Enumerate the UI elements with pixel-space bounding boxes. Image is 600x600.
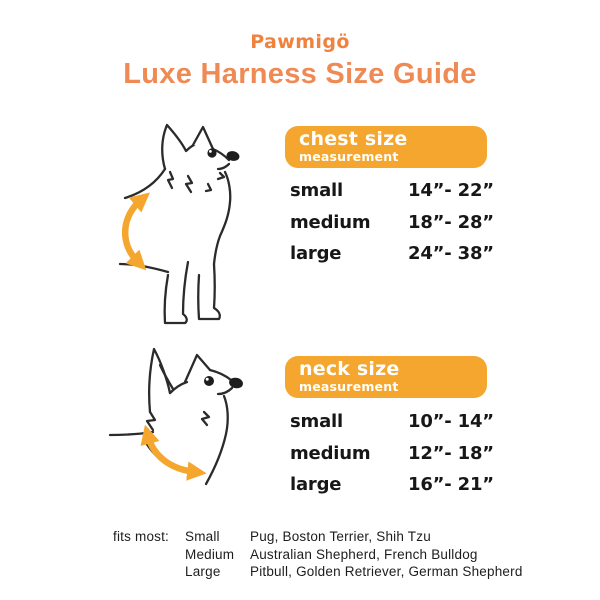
dog-neck-right-line: [204, 394, 229, 486]
dog-near-front-leg: [197, 262, 221, 321]
dog-far-front-leg: [163, 260, 190, 325]
dog-right-ear: [191, 125, 215, 151]
dog-chin-fluff: [204, 182, 213, 193]
dog-neck-fluff: [166, 170, 175, 190]
table-row: medium 18”- 28”: [290, 207, 495, 239]
dog-back-line: [123, 167, 167, 200]
chest-size-table: small 14”- 22” medium 18”- 28” large 24”…: [290, 175, 495, 270]
fits-most-rows: Small Pug, Boston Terrier, Shih Tzu Medi…: [185, 528, 523, 581]
size-label: large: [290, 474, 342, 496]
size-range: 16”- 21”: [408, 474, 494, 496]
dog-chest-line: [212, 170, 232, 266]
size-range: 14”- 22”: [408, 180, 494, 202]
dog-cheek-fluff: [145, 410, 157, 432]
page-title: Luxe Harness Size Guide: [123, 58, 477, 90]
neck-size-badge-subtitle: measurement: [299, 379, 399, 394]
dog-belly-line: [118, 262, 170, 274]
dog-forehead: [208, 368, 233, 382]
dog-nose: [226, 151, 240, 161]
neck-size-badge-title: neck size: [299, 358, 400, 380]
list-item: Small Pug, Boston Terrier, Shih Tzu: [185, 528, 523, 546]
table-row: medium 12”- 18”: [290, 438, 495, 470]
dog-nose: [229, 377, 243, 389]
dog-mouth: [216, 386, 234, 396]
size-label: small: [290, 180, 343, 202]
dog-right-ear: [183, 353, 212, 384]
pawmigo-logo: Pawmigö: [250, 31, 350, 53]
dog-left-ear: [161, 123, 201, 171]
dog-ear-inner-line: [158, 363, 175, 391]
fits-breeds: Australian Shepherd, French Bulldog: [250, 546, 478, 562]
fits-size: Medium: [185, 546, 235, 562]
dog-chin-fluff: [200, 410, 211, 427]
dog-cheek-line: [108, 430, 155, 437]
size-range: 24”- 38”: [408, 243, 494, 265]
dog-whisker-fluff: [216, 171, 226, 181]
table-row: large 16”- 21”: [290, 469, 495, 501]
fits-most-label: fits most:: [113, 529, 170, 544]
dog-eye: [207, 148, 217, 158]
neck-measure-arrow: [140, 424, 207, 481]
size-range: 10”- 14”: [408, 411, 494, 433]
chihuahua-body-illustration: [118, 123, 240, 325]
fits-most-legend: fits most: Small Pug, Boston Terrier, Sh…: [113, 528, 523, 581]
dog-eye-highlight: [205, 377, 209, 381]
list-item: Medium Australian Shepherd, French Bulld…: [185, 546, 523, 564]
table-row: large 24”- 38”: [290, 238, 495, 270]
fits-size: Small: [185, 529, 220, 544]
fits-breeds: Pug, Boston Terrier, Shih Tzu: [250, 529, 431, 544]
chest-measure-arrow: [121, 192, 150, 271]
size-label: large: [290, 243, 342, 265]
dog-eye: [204, 376, 214, 386]
fits-breeds: Pitbull, Golden Retriever, German Shephe…: [250, 564, 523, 579]
chihuahua-head-illustration: [108, 347, 243, 486]
size-label: medium: [290, 442, 371, 464]
size-range: 12”- 18”: [408, 442, 494, 464]
chest-size-badge: chest size measurement: [285, 126, 487, 168]
dog-mouth: [216, 162, 231, 171]
size-range: 18”- 28”: [408, 211, 494, 233]
list-item: Large Pitbull, Golden Retriever, German …: [185, 563, 523, 581]
dog-eye-highlight: [209, 150, 212, 153]
size-label: medium: [290, 211, 371, 233]
size-label: small: [290, 411, 343, 433]
chest-size-badge-title: chest size: [299, 128, 408, 150]
table-row: small 14”- 22”: [290, 175, 495, 207]
neck-size-table: small 10”- 14” medium 12”- 18” large 16”…: [290, 406, 495, 501]
neck-size-badge: neck size measurement: [285, 356, 487, 398]
table-row: small 10”- 14”: [290, 406, 495, 438]
dog-chest-fluff: [184, 174, 194, 194]
chest-size-badge-subtitle: measurement: [299, 149, 399, 164]
fits-size: Large: [185, 564, 221, 579]
